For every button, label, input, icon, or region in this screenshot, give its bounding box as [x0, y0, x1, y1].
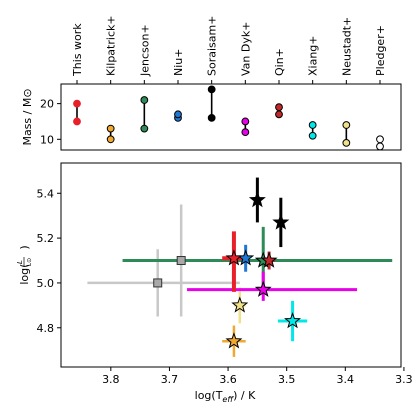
data-point-star: [260, 251, 278, 268]
study-label: Kilpatrick+: [105, 15, 118, 76]
data-point-star: [225, 249, 243, 266]
data-point-star: [248, 191, 266, 208]
study-label: Soraisam+: [206, 16, 219, 76]
luminosity-frac-num: L: [16, 260, 24, 264]
mass-high-dot: [106, 124, 115, 133]
mass-low-dot: [376, 142, 384, 151]
study-label: Niu+: [172, 49, 185, 76]
data-point-star: [272, 213, 290, 230]
mass-low-dot: [342, 138, 351, 147]
hr-markers: [153, 191, 302, 349]
mass-low-dot: [73, 117, 81, 126]
luminosity-axis-label: log() L L⊙: [16, 245, 33, 284]
mass-low-dot: [106, 135, 115, 144]
study-label: Neustadt+: [340, 17, 353, 76]
mass-high-dot: [241, 117, 250, 126]
mass-y-ticks: 10 20: [40, 98, 61, 146]
hr-ticks: 3.8 3.7 3.6 3.5 3.4 3.3 4.8 5.0 5.2 5.4: [37, 187, 413, 386]
mass-high-dot: [376, 135, 384, 144]
luminosity-tick-label: 5.2: [37, 232, 55, 245]
data-point-star: [225, 332, 243, 349]
luminosity-label-close: ): [18, 245, 31, 249]
study-label: Qin+: [273, 48, 286, 76]
mass-high-dot: [342, 121, 351, 129]
mass-ranges: [73, 85, 384, 151]
mass-panel-frame: [60, 83, 402, 151]
study-label: Pledger+: [374, 25, 387, 76]
luminosity-frac-den: L⊙: [26, 258, 33, 266]
data-point-square: [153, 278, 163, 288]
mass-tick-label: 10: [40, 133, 54, 146]
mass-high-dot: [308, 121, 317, 129]
study-label: This work: [71, 23, 84, 77]
mass-tick-label: 20: [40, 98, 54, 111]
luminosity-tick-label: 4.8: [37, 322, 55, 335]
temperature-tick-label: 3.6: [219, 373, 237, 386]
mass-axis-label: Mass / M⊙: [21, 88, 34, 145]
temperature-tick-label: 3.4: [337, 373, 355, 386]
data-point-square: [176, 256, 186, 266]
svg-text:log(): log(): [18, 245, 31, 284]
mass-high-dot: [275, 103, 283, 112]
data-point-star: [284, 312, 302, 329]
hr-errorbars: [87, 177, 393, 357]
temperature-tick-label: 3.8: [102, 373, 120, 386]
luminosity-tick-label: 5.4: [37, 187, 55, 200]
mass-low-dot: [241, 128, 250, 137]
mass-low-dot: [140, 124, 149, 133]
luminosity-label-open: log(: [18, 264, 31, 285]
luminosity-tick-label: 5.0: [37, 277, 55, 290]
study-labels: This work Kilpatrick+ Jencson+ Niu+ Soraisam…: [71, 15, 387, 84]
study-label: Xiang+: [307, 35, 320, 76]
hr-panel-frame: [60, 162, 402, 368]
mass-high-dot: [207, 85, 216, 94]
mass-low-dot: [308, 131, 317, 140]
study-label: Jencson+: [138, 24, 151, 77]
hr-panel: 3.8 3.7 3.6 3.5 3.4 3.3 4.8 5.0 5.2 5.4 log(Teff)…: [16, 162, 413, 404]
mass-high-dot: [140, 96, 149, 104]
mass-high-dot: [174, 110, 182, 119]
temperature-axis-label: log(Teff) / K: [195, 389, 256, 404]
temperature-tick-label: 3.5: [278, 373, 296, 386]
mass-high-dot: [73, 99, 81, 108]
mass-low-dot: [275, 110, 283, 119]
data-point-star: [254, 280, 272, 297]
data-point-star: [231, 296, 249, 313]
mass-low-dot: [207, 113, 216, 122]
temperature-tick-label: 3.7: [161, 373, 179, 386]
study-label: Van Dyk+: [239, 22, 252, 76]
mass-panel: This work Kilpatrick+ Jencson+ Niu+ Soraisam…: [21, 15, 402, 151]
temperature-tick-label: 3.3: [395, 373, 413, 386]
